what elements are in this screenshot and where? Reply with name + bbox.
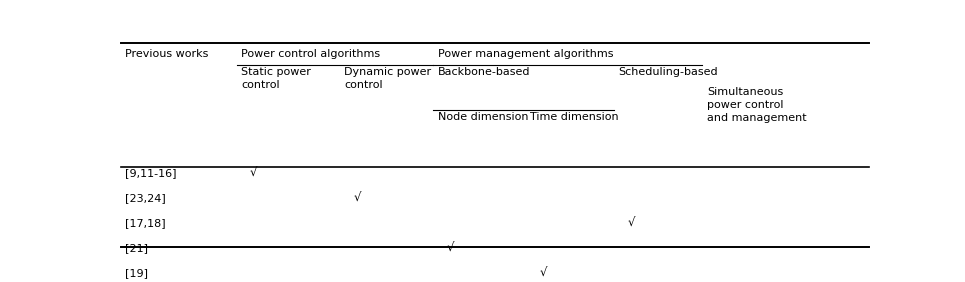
Text: √: √ — [250, 166, 258, 179]
Text: [21]: [21] — [125, 243, 148, 253]
Text: [9,11-16]: [9,11-16] — [125, 168, 177, 178]
Text: Node dimension: Node dimension — [438, 112, 528, 122]
Text: Power management algorithms: Power management algorithms — [438, 49, 613, 59]
Text: Time dimension: Time dimension — [531, 112, 620, 122]
Text: [17,18]: [17,18] — [125, 218, 166, 228]
Text: Dynamic power
control: Dynamic power control — [345, 67, 431, 90]
Text: Simultaneous
power control
and management: Simultaneous power control and managemen… — [707, 87, 807, 123]
Text: [23,24]: [23,24] — [125, 193, 166, 203]
Text: √: √ — [539, 267, 547, 280]
Text: Previous works: Previous works — [125, 49, 208, 59]
Text: √: √ — [447, 242, 455, 255]
Text: √: √ — [627, 217, 635, 230]
Text: Power control algorithms: Power control algorithms — [241, 49, 380, 59]
Text: Scheduling-based: Scheduling-based — [619, 67, 718, 78]
Text: Backbone-based: Backbone-based — [438, 67, 530, 78]
Text: [19]: [19] — [125, 268, 148, 279]
Text: Static power
control: Static power control — [241, 67, 311, 90]
Text: √: √ — [353, 191, 361, 204]
